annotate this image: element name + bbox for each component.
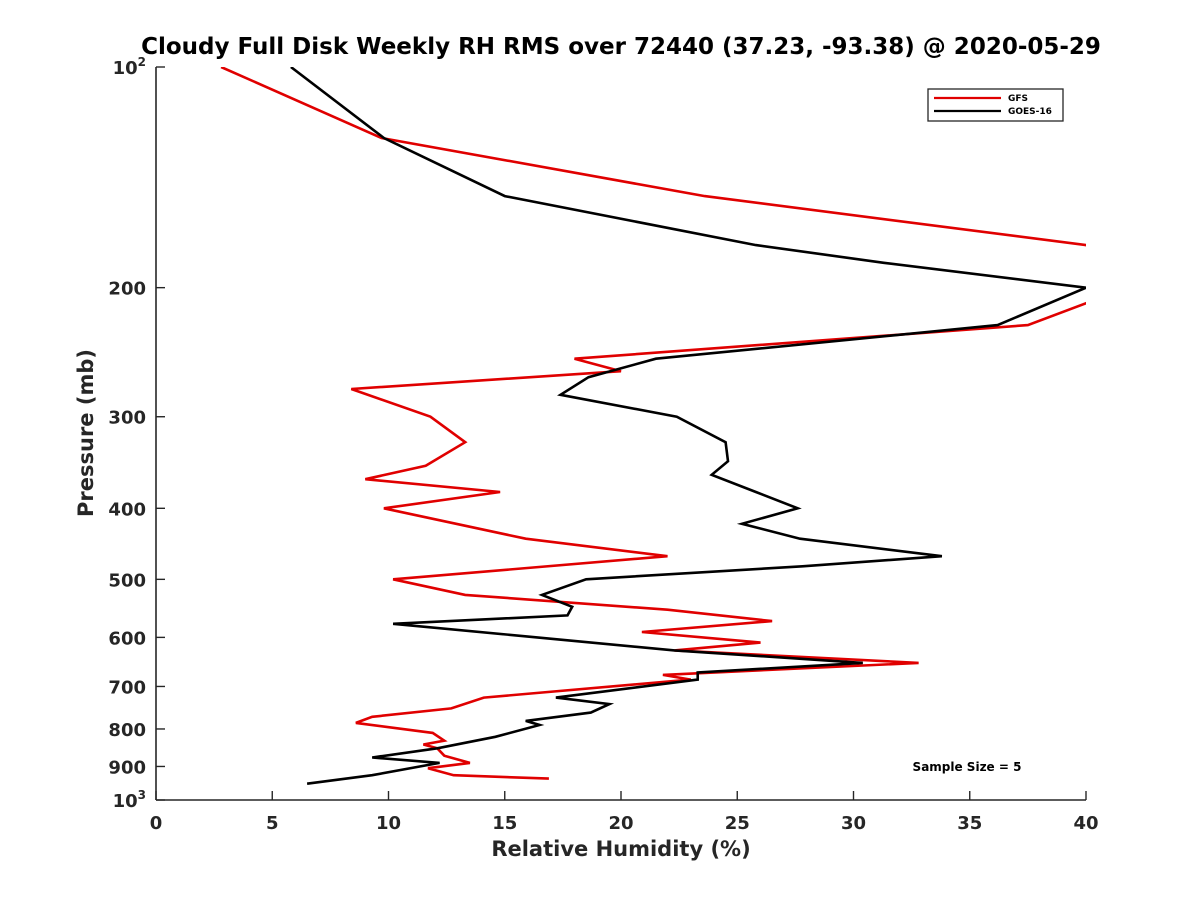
y-tick-label: 200 (108, 279, 146, 300)
y-tick-label: 300 (108, 408, 146, 429)
series-layer (220, 67, 1086, 785)
x-tick-label: 15 (492, 813, 517, 834)
legend-label-gfs: GFS (1008, 94, 1028, 104)
x-tick-label: 40 (1073, 813, 1098, 834)
chart-title: Cloudy Full Disk Weekly RH RMS over 7244… (141, 34, 1101, 60)
x-tick-label: 10 (376, 813, 401, 834)
y-tick-label: 800 (108, 720, 146, 741)
y-tick-label: 700 (108, 677, 146, 698)
y-tick-label: 900 (108, 757, 146, 778)
y-tick-label: 600 (108, 628, 146, 649)
y-axis-label: Pressure (mb) (74, 349, 98, 517)
legend-box (927, 88, 1064, 122)
y-tick-label: 500 (108, 570, 146, 591)
x-tick-label: 20 (608, 813, 633, 834)
x-axis-label: Relative Humidity (%) (491, 837, 750, 861)
x-tick-label: 25 (725, 813, 750, 834)
x-tick-label: 5 (266, 813, 279, 834)
series-line-gfs (220, 67, 1086, 780)
y-tick-label: 400 (108, 499, 146, 520)
x-tick-label: 35 (957, 813, 982, 834)
series-line-goes-16 (290, 67, 1086, 785)
legend-label-goes-16: GOES-16 (1008, 107, 1052, 117)
x-tick-label: 30 (841, 813, 866, 834)
tick-layer: 0 5 10 15 20 25 30 35 40102200300400500600700800… (108, 55, 1098, 834)
x-tick-label: 0 (150, 813, 163, 834)
sample-size-annotation: Sample Size = 5 (913, 760, 1022, 774)
legend: GFS GOES-16 (927, 88, 1064, 122)
